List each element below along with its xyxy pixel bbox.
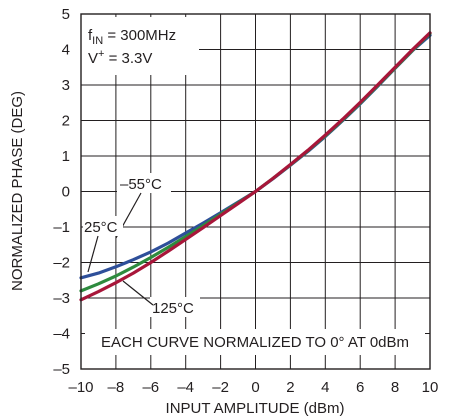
y-tick-label: –1: [53, 219, 70, 236]
x-tick-labels: –10 –8 –6 –4 –2 0 2 4 6 8 10: [68, 379, 438, 396]
y-tick-label: –2: [53, 255, 70, 272]
label-25c: 25°C: [84, 219, 118, 236]
x-tick-label: 10: [422, 379, 439, 396]
label-minus55c: –55°C: [120, 176, 162, 193]
x-tick-label: –2: [212, 379, 229, 396]
leader-125c: [122, 280, 154, 306]
series-lines: [79, 31, 432, 302]
y-tick-label: 0: [62, 184, 70, 201]
label-125c: 125°C: [152, 300, 194, 317]
x-tick-label: 6: [356, 379, 364, 396]
y-tick-label: 4: [62, 42, 70, 59]
conditions-box: [81, 17, 199, 75]
leader-25c: [87, 235, 99, 273]
normalization-note: EACH CURVE NORMALIZED TO 0° AT 0dBm: [101, 334, 409, 351]
x-tick-label: –8: [108, 379, 125, 396]
y-tick-label: 2: [62, 113, 70, 130]
label-bg-125: [150, 297, 200, 317]
x-tick-label: 4: [321, 379, 329, 396]
label-bg-m55: [117, 173, 171, 193]
y-tick-labels: –5 –4 –3 –2 –1 0 1 2 3 4 5: [53, 6, 70, 378]
x-tick-label: 0: [251, 379, 259, 396]
x-tick-label: –10: [68, 379, 93, 396]
condition-vplus: V+ = 3.3V: [88, 48, 152, 67]
y-axis-title: NORMALIZED PHASE (DEG): [9, 91, 26, 291]
y-tick-label: 5: [62, 6, 70, 23]
note-box: [85, 329, 425, 355]
y-tick-label: 1: [62, 148, 70, 165]
series-line-2: [79, 31, 432, 302]
plot-frame: [80, 13, 431, 370]
x-tick-label: 2: [286, 379, 294, 396]
x-tick-label: –6: [142, 379, 159, 396]
y-tick-label: –4: [53, 326, 70, 343]
label-bg-25: [83, 216, 123, 236]
y-tick-label: 3: [62, 77, 70, 94]
y-tick-label: –3: [53, 290, 70, 307]
x-tick-label: –4: [177, 379, 194, 396]
y-tick-label: –5: [53, 361, 70, 378]
x-tick-label: 8: [391, 379, 399, 396]
condition-fin: fIN = 300MHz: [88, 27, 176, 47]
x-axis-title: INPUT AMPLITUDE (dBm): [166, 400, 345, 417]
